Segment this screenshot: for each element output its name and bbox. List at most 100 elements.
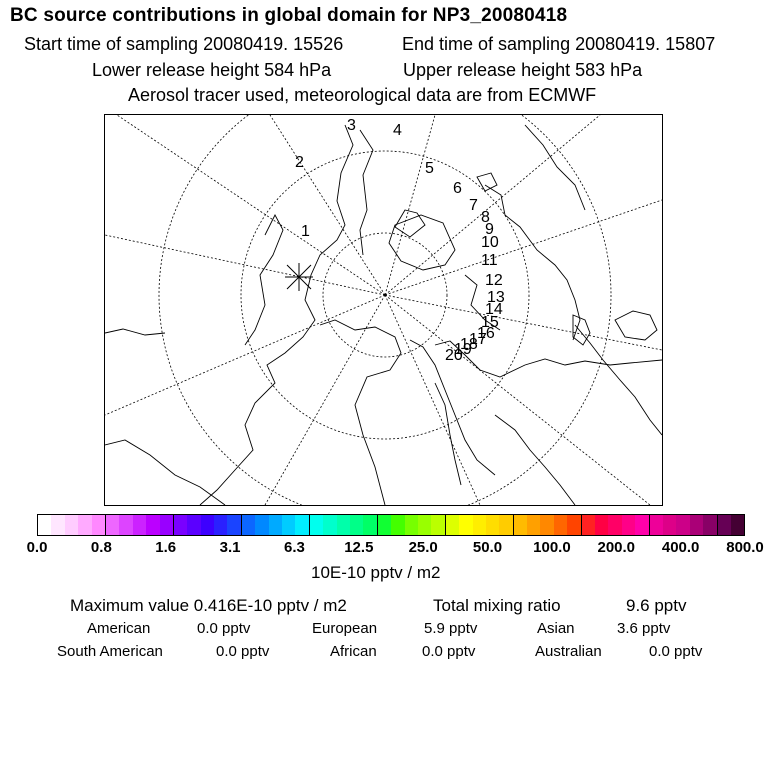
trajectory-label: 11 (481, 252, 498, 269)
trajectory-label: 6 (453, 180, 462, 197)
colorbar-segment (132, 515, 147, 535)
colorbar-segment (445, 515, 460, 535)
trajectory-label: 2 (295, 154, 304, 171)
colorbar-tick-label: 0.0 (26, 539, 48, 556)
colorbar-segment (553, 515, 568, 535)
colorbar-segment (689, 515, 704, 535)
colorbar-segment (499, 515, 514, 535)
colorbar-segment (295, 515, 310, 535)
colorbar-tick-label: 400.0 (661, 539, 700, 556)
region-african-value: 0.0 pptv (422, 643, 476, 660)
region-south-american-value: 0.0 pptv (216, 643, 270, 660)
colorbar (37, 514, 745, 536)
colorbar-segment (459, 515, 473, 535)
colorbar-segment (159, 515, 174, 535)
colorbar-segment (595, 515, 609, 535)
region-australian-value: 0.0 pptv (649, 643, 703, 660)
colorbar-segment (268, 515, 283, 535)
trajectory-label: 9 (485, 221, 494, 238)
region-european-value: 5.9 pptv (424, 620, 478, 637)
region-asian-name: Asian (537, 620, 575, 637)
colorbar-segment (649, 515, 663, 535)
trajectory-label: 5 (425, 160, 434, 177)
colorbar-ticks: 0.0 0.8 1.6 3.1 6.3 12.5 25.0 50.0 100.0 200.0 400… (0, 539, 768, 559)
coastlines (105, 124, 662, 505)
colorbar-segment (730, 515, 745, 535)
graticule (105, 115, 662, 505)
total-mixing-ratio-label: Total mixing ratio (433, 596, 561, 615)
end-time: End time of sampling 20080419. 15807 (402, 34, 716, 54)
colorbar-tick-label: 12.5 (344, 539, 374, 556)
colorbar-tick-label: 6.3 (284, 539, 305, 556)
colorbar-tick-label: 25.0 (408, 539, 438, 556)
colorbar-segment (119, 515, 133, 535)
trajectory-label: 7 (469, 197, 478, 214)
trajectory-label: 3 (347, 117, 356, 134)
colorbar-segment (255, 515, 269, 535)
maximum-value: Maximum value 0.416E-10 pptv / m2 (70, 596, 347, 615)
colorbar-segment (431, 515, 446, 535)
colorbar-segment (581, 515, 596, 535)
trajectory-label: 1 (301, 223, 310, 240)
colorbar-segment (91, 515, 106, 535)
colorbar-segment (64, 515, 79, 535)
colorbar-segment (349, 515, 364, 535)
trajectory-label: 16 (477, 325, 495, 342)
trajectory-label: 13 (487, 289, 505, 306)
colorbar-tick-label: 3.1 (219, 539, 241, 556)
colorbar-segment (282, 515, 296, 535)
start-time: Start time of sampling 20080419. 15526 (24, 34, 344, 54)
polar-map: 1 2 3 4 5 6 7 8 9 10 11 12 13 14 15 16 17 18 19 20 (104, 114, 663, 506)
colorbar-segment (417, 515, 432, 535)
plot-title: BC source contributions in global domain… (10, 5, 568, 26)
colorbar-tick-label: 1.6 (155, 539, 177, 556)
colorbar-segment (662, 515, 677, 535)
colorbar-segment (105, 515, 120, 535)
trajectory-label: 19 (454, 341, 472, 358)
colorbar-tick-label: 100.0 (533, 539, 571, 556)
colorbar-segment (323, 515, 337, 535)
trajectory-label: 20 (445, 347, 463, 364)
colorbar-segment (309, 515, 324, 535)
total-mixing-ratio-value: 9.6 pptv (626, 596, 687, 615)
colorbar-segment (336, 515, 350, 535)
colorbar-segment (363, 515, 378, 535)
colorbar-segment (703, 515, 718, 535)
region-asian-value: 3.6 pptv (617, 620, 671, 637)
trajectory-label: 14 (485, 301, 503, 318)
colorbar-segment (635, 515, 650, 535)
region-african-name: African (330, 643, 377, 660)
colorbar-tick-label: 50.0 (472, 539, 503, 556)
region-american-value: 0.0 pptv (197, 620, 251, 637)
colorbar-segment (567, 515, 582, 535)
colorbar-segment (51, 515, 65, 535)
trajectory-label: 12 (485, 272, 503, 289)
colorbar-segment (78, 515, 92, 535)
colorbar-segment (472, 515, 486, 535)
colorbar-segment (227, 515, 242, 535)
colorbar-segment (676, 515, 690, 535)
upper-release-height: Upper release height 583 hPa (403, 60, 643, 80)
colorbar-segment (621, 515, 636, 535)
trajectory-label: 8 (481, 209, 490, 226)
region-european-name: European (312, 620, 378, 637)
colorbar-segment (527, 515, 541, 535)
trajectory-label: 17 (469, 331, 487, 348)
colorbar-tick-label: 200.0 (597, 539, 636, 556)
region-south-american-name: South American (57, 643, 163, 660)
colorbar-segment (485, 515, 500, 535)
colorbar-segment (377, 515, 392, 535)
region-american-name: American (87, 620, 151, 637)
lower-release-height: Lower release height 584 hPa (92, 60, 332, 80)
colorbar-segment (146, 515, 160, 535)
colorbar-segment (608, 515, 622, 535)
colorbar-segment (38, 515, 52, 535)
colorbar-segment (404, 515, 418, 535)
trajectory-label: 10 (481, 234, 499, 251)
colorbar-segment (391, 515, 405, 535)
trajectory-label: 4 (393, 122, 402, 139)
trajectory-label: 18 (460, 336, 478, 353)
tracer-note: Aerosol tracer used, meteorological data… (128, 85, 597, 105)
colorbar-segment (187, 515, 201, 535)
colorbar-segment (214, 515, 228, 535)
